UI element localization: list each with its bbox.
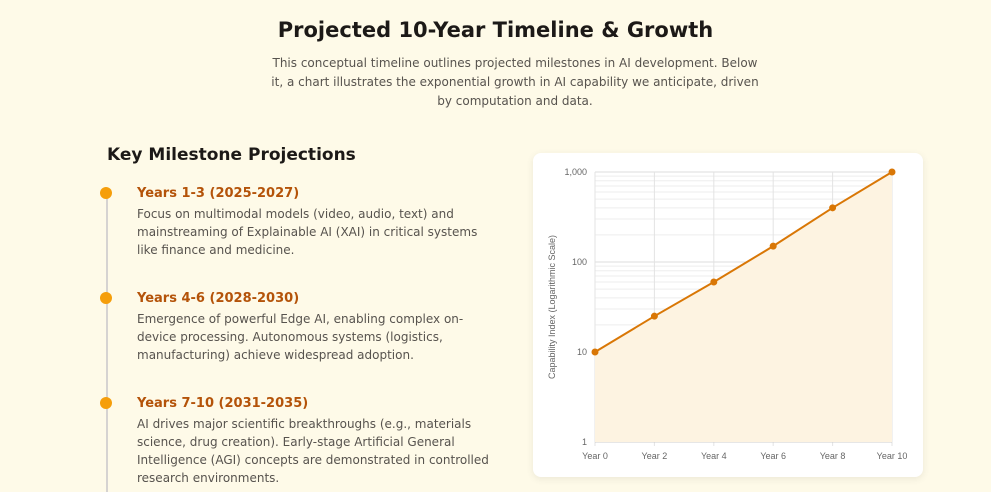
y-tick-label: 10 xyxy=(577,347,587,357)
page-title: Projected 10-Year Timeline & Growth xyxy=(277,18,714,42)
milestone-text: AI drives major scientific breakthroughs… xyxy=(137,417,489,485)
area-fill xyxy=(595,172,892,442)
milestone-item: Years 4-6 (2028-2030) Emergence of power… xyxy=(100,291,492,364)
chart-card: Year 0 Year 2 Year 4 Year 6 Year 8 Year 10 1 10… xyxy=(533,153,923,477)
data-point xyxy=(888,168,896,176)
milestone-title: Years 1-3 (2025-2027) xyxy=(137,186,300,201)
timeline-line xyxy=(106,192,108,492)
data-point xyxy=(591,348,599,356)
x-tick-label: Year 4 xyxy=(701,451,727,461)
milestone-item: Years 1-3 (2025-2027) Focus on multimoda… xyxy=(100,186,492,259)
y-axis-label: Capability Index (Logarithmic Scale) xyxy=(547,235,557,379)
y-tick-label: 100 xyxy=(572,257,587,267)
milestone-item: Years 7-10 (2031-2035) AI drives major s… xyxy=(100,396,492,487)
series-line xyxy=(594,171,893,353)
timeline-dot xyxy=(100,187,112,199)
x-tick-label: Year 10 xyxy=(877,451,908,461)
data-point xyxy=(769,242,777,250)
data-point xyxy=(829,204,837,212)
x-tick-label: Year 0 xyxy=(582,451,608,461)
data-point xyxy=(710,278,718,286)
y-tick-label: 1,000 xyxy=(564,167,587,177)
milestone-title: Years 4-6 (2028-2030) xyxy=(137,291,300,306)
x-tick-label: Year 8 xyxy=(820,451,846,461)
data-point xyxy=(650,312,658,320)
timeline-dot xyxy=(100,397,112,409)
milestone-text: Focus on multimodal models (video, audio… xyxy=(137,207,478,257)
milestones-heading: Key Milestone Projections xyxy=(107,145,356,165)
growth-chart: Year 0 Year 2 Year 4 Year 6 Year 8 Year 10 1 10… xyxy=(547,167,908,461)
x-tick-label: Year 6 xyxy=(760,451,786,461)
milestone-title: Years 7-10 (2031-2035) xyxy=(137,396,309,411)
x-tick-label: Year 2 xyxy=(642,451,668,461)
intro-text: This conceptual timeline outlines projec… xyxy=(271,56,759,108)
timeline-dot xyxy=(100,292,112,304)
milestone-text: Emergence of powerful Edge AI, enabling … xyxy=(137,312,464,362)
y-tick-label: 1 xyxy=(582,437,587,447)
